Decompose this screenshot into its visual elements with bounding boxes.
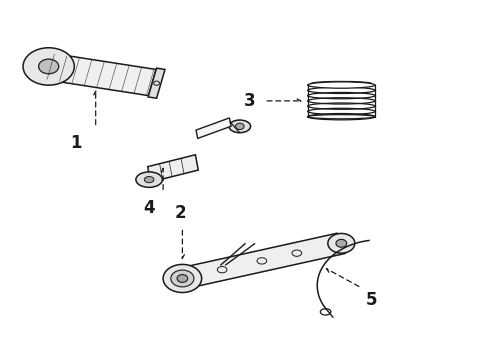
Ellipse shape [308,82,375,88]
Ellipse shape [308,114,375,119]
Ellipse shape [177,275,188,282]
Ellipse shape [145,176,154,183]
Ellipse shape [328,233,355,253]
Ellipse shape [23,48,74,85]
Polygon shape [196,118,231,139]
Ellipse shape [136,172,162,187]
Ellipse shape [235,123,244,130]
Text: 1: 1 [71,134,82,152]
Polygon shape [148,68,165,98]
Text: 4: 4 [143,199,154,217]
Polygon shape [45,53,156,96]
Text: 3: 3 [244,92,256,110]
Polygon shape [147,155,198,182]
Polygon shape [178,233,345,289]
Text: 2: 2 [174,204,186,222]
Ellipse shape [229,120,250,133]
Ellipse shape [171,270,194,287]
Ellipse shape [336,239,347,247]
Ellipse shape [163,264,202,293]
Ellipse shape [39,59,59,74]
Text: 5: 5 [366,291,378,309]
